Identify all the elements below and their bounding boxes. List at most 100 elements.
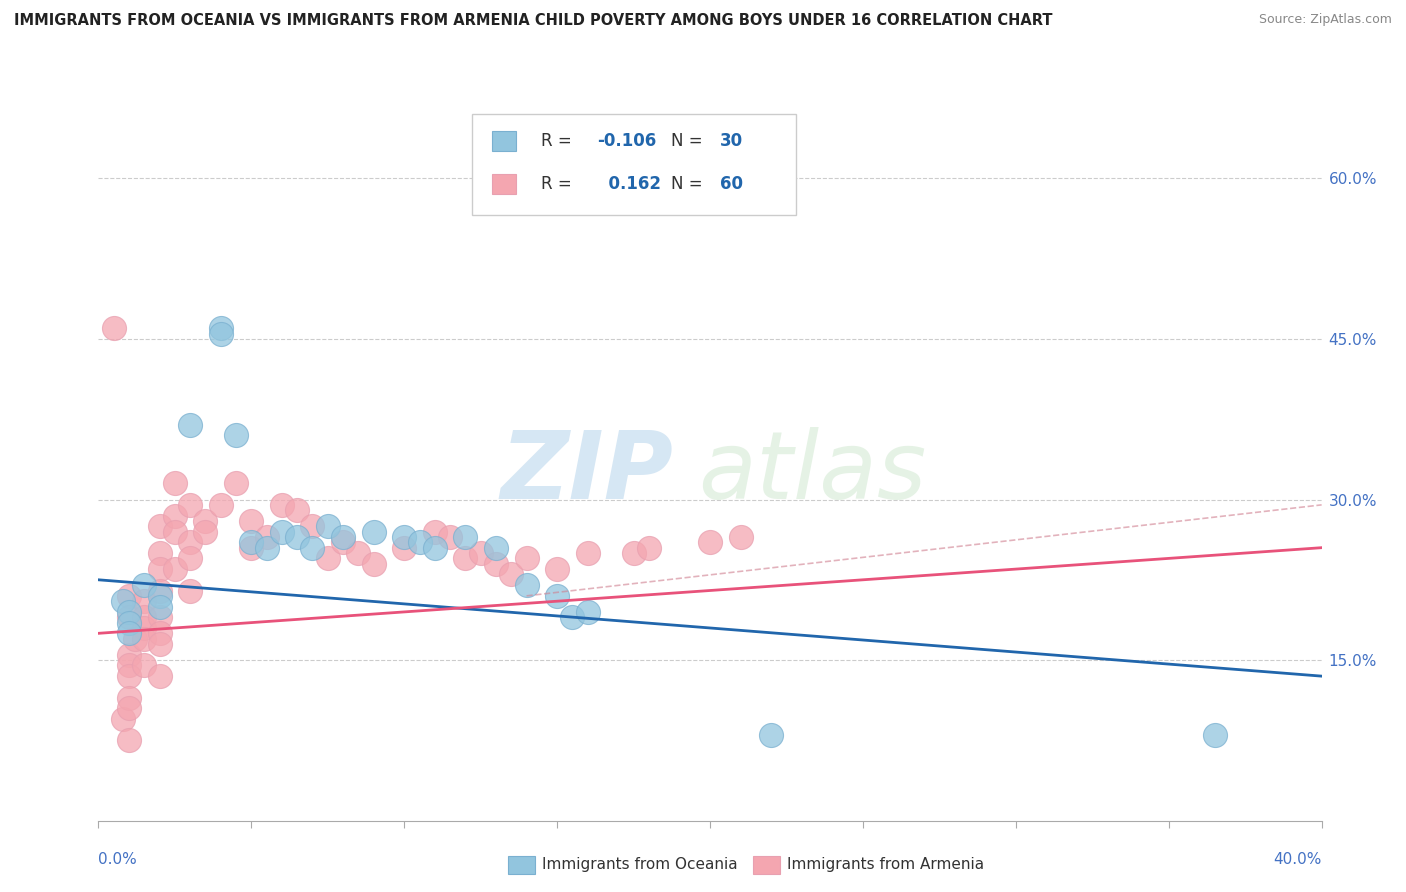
Point xyxy=(209,326,232,341)
Point xyxy=(516,551,538,566)
Point xyxy=(470,546,492,560)
FancyBboxPatch shape xyxy=(471,114,796,215)
Point xyxy=(392,530,416,544)
Point xyxy=(240,541,263,555)
Point xyxy=(134,632,156,646)
Text: 30: 30 xyxy=(720,132,742,150)
Point xyxy=(118,605,141,619)
Point xyxy=(1204,728,1226,742)
Text: Immigrants from Oceania: Immigrants from Oceania xyxy=(543,857,738,872)
Point xyxy=(699,535,721,549)
Point xyxy=(118,626,141,640)
Point xyxy=(392,541,416,555)
Point xyxy=(623,546,645,560)
Point xyxy=(240,535,263,549)
Point xyxy=(576,546,599,560)
Point xyxy=(485,557,508,571)
Text: IMMIGRANTS FROM OCEANIA VS IMMIGRANTS FROM ARMENIA CHILD POVERTY AMONG BOYS UNDE: IMMIGRANTS FROM OCEANIA VS IMMIGRANTS FR… xyxy=(14,13,1053,29)
Text: atlas: atlas xyxy=(697,427,927,518)
Point xyxy=(149,610,172,624)
Point xyxy=(516,578,538,592)
Text: 0.162: 0.162 xyxy=(598,175,661,193)
Text: ZIP: ZIP xyxy=(501,426,673,519)
Point xyxy=(301,541,323,555)
Point xyxy=(408,535,430,549)
Point xyxy=(501,567,523,582)
Text: Immigrants from Armenia: Immigrants from Armenia xyxy=(787,857,984,872)
Point xyxy=(332,530,354,544)
Point xyxy=(194,524,217,539)
Point xyxy=(163,476,186,491)
Text: R =: R = xyxy=(541,175,578,193)
Point xyxy=(134,578,156,592)
Point xyxy=(118,701,141,715)
Bar xyxy=(492,131,516,151)
Point xyxy=(423,524,446,539)
Point xyxy=(240,514,263,528)
Point xyxy=(576,605,599,619)
Point xyxy=(134,594,156,608)
Point xyxy=(285,530,308,544)
Point xyxy=(759,728,782,742)
Point xyxy=(118,615,141,630)
Point xyxy=(179,498,201,512)
Point xyxy=(149,583,172,598)
Point xyxy=(225,428,247,442)
Point xyxy=(332,535,354,549)
Point xyxy=(149,546,172,560)
Text: N =: N = xyxy=(671,132,707,150)
Point xyxy=(301,519,323,533)
Bar xyxy=(492,174,516,194)
Point xyxy=(347,546,370,560)
Point xyxy=(730,530,752,544)
Point xyxy=(546,562,568,576)
Bar xyxy=(508,856,536,873)
Point xyxy=(163,508,186,523)
Point xyxy=(454,551,477,566)
Point xyxy=(149,637,172,651)
Point xyxy=(561,610,583,624)
Point xyxy=(439,530,461,544)
Text: Source: ZipAtlas.com: Source: ZipAtlas.com xyxy=(1258,13,1392,27)
Point xyxy=(118,610,141,624)
Point xyxy=(363,524,385,539)
Point xyxy=(316,519,339,533)
Point xyxy=(118,690,141,705)
Bar xyxy=(752,856,780,873)
Point xyxy=(209,498,232,512)
Point xyxy=(194,514,217,528)
Point xyxy=(179,551,201,566)
Point xyxy=(256,541,278,555)
Point xyxy=(179,535,201,549)
Point xyxy=(111,594,134,608)
Point xyxy=(149,562,172,576)
Point xyxy=(423,541,446,555)
Point xyxy=(124,632,146,646)
Point xyxy=(149,626,172,640)
Point xyxy=(637,541,661,555)
Point xyxy=(163,562,186,576)
Text: -0.106: -0.106 xyxy=(598,132,657,150)
Point xyxy=(179,583,201,598)
Point xyxy=(149,589,172,603)
Point xyxy=(485,541,508,555)
Text: 40.0%: 40.0% xyxy=(1274,852,1322,867)
Point xyxy=(111,712,134,726)
Point xyxy=(134,658,156,673)
Point xyxy=(103,321,125,335)
Point xyxy=(118,658,141,673)
Point xyxy=(285,503,308,517)
Point xyxy=(270,498,292,512)
Text: 0.0%: 0.0% xyxy=(98,852,138,867)
Point xyxy=(118,589,141,603)
Point xyxy=(454,530,477,544)
Text: N =: N = xyxy=(671,175,707,193)
Point xyxy=(316,551,339,566)
Point xyxy=(134,610,156,624)
Point xyxy=(270,524,292,539)
Point xyxy=(149,519,172,533)
Point xyxy=(225,476,247,491)
Point xyxy=(256,530,278,544)
Point xyxy=(363,557,385,571)
Point xyxy=(118,648,141,662)
